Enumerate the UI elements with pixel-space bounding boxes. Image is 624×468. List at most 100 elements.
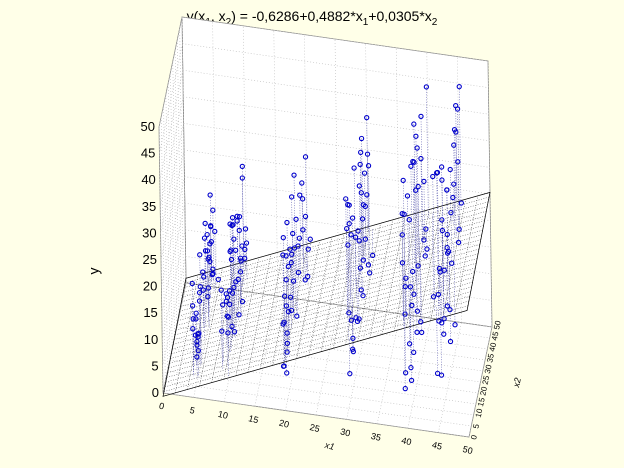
point-stem — [410, 314, 412, 381]
point-stem — [355, 237, 357, 300]
point-stem — [405, 278, 407, 321]
data-point — [299, 180, 305, 186]
gridline — [169, 359, 476, 405]
data-point — [404, 193, 411, 199]
z-tick-label: 15 — [143, 305, 157, 320]
data-point — [289, 251, 295, 257]
y-tick-label: 45 — [490, 330, 501, 341]
point-stem — [442, 230, 444, 303]
data-point — [439, 217, 445, 223]
plane-line — [169, 277, 474, 364]
gridline — [183, 149, 491, 195]
data-point — [345, 242, 351, 248]
data-point — [288, 307, 295, 313]
point-stem — [358, 278, 360, 319]
data-point — [402, 370, 409, 376]
point-stem — [231, 259, 233, 339]
plane-line — [442, 199, 466, 318]
data-point — [283, 253, 289, 259]
x-tick-label: 15 — [247, 413, 259, 425]
point-stem — [347, 204, 350, 323]
point-stem — [199, 301, 201, 343]
point-stem — [282, 254, 285, 359]
data-point — [242, 255, 248, 261]
point-stem — [349, 338, 351, 374]
point-stem — [440, 298, 442, 376]
data-point — [237, 269, 244, 275]
gridline — [161, 229, 186, 340]
plane-line — [369, 219, 393, 339]
data-point — [225, 314, 232, 320]
data-point — [360, 292, 366, 299]
fitted-plane-outline — [162, 191, 491, 397]
point-stem — [447, 234, 449, 275]
point-stem — [416, 147, 420, 257]
gridline — [162, 256, 186, 367]
plane-line — [430, 202, 454, 321]
gridline — [184, 176, 491, 221]
data-point — [439, 177, 445, 183]
gridline — [468, 326, 493, 438]
data-point — [236, 227, 242, 234]
point-stem — [209, 195, 212, 282]
plane-line — [223, 261, 247, 380]
gridline — [407, 318, 432, 429]
z-tick-label: 10 — [144, 332, 158, 347]
point-stem — [352, 295, 354, 339]
data-point — [210, 266, 216, 272]
point-stem — [413, 162, 417, 283]
data-point — [295, 269, 302, 276]
data-point — [452, 322, 458, 328]
data-point — [205, 285, 212, 291]
data-point — [441, 316, 447, 322]
data-point — [411, 159, 417, 165]
plane-line — [308, 236, 333, 356]
point-stem — [401, 213, 405, 321]
point-stem — [457, 109, 460, 226]
data-point — [297, 192, 303, 198]
data-point — [285, 309, 292, 315]
point-stem — [455, 132, 458, 203]
point-stem — [454, 129, 457, 238]
plane-line — [406, 209, 430, 328]
point-stem — [347, 245, 350, 311]
data-point — [402, 311, 408, 317]
point-stem — [420, 116, 424, 254]
data-point — [224, 294, 231, 301]
data-point — [455, 239, 462, 246]
gridline — [161, 176, 185, 287]
data-point — [411, 291, 417, 297]
y-tick-label: 30 — [483, 363, 494, 374]
data-point — [447, 307, 453, 313]
plane-line — [174, 248, 480, 336]
point-stem — [441, 180, 444, 292]
data-point — [355, 228, 361, 234]
point-stem — [410, 166, 413, 284]
data-point — [195, 347, 202, 354]
plane-line — [172, 263, 477, 350]
data-point — [236, 312, 242, 318]
data-point — [350, 346, 356, 352]
point-stem — [302, 198, 304, 263]
data-point — [200, 269, 206, 275]
point-stem — [233, 239, 236, 339]
data-point — [362, 236, 369, 242]
gridline — [254, 296, 279, 407]
point-stem — [404, 317, 406, 373]
point-stem — [407, 195, 410, 317]
gridline — [162, 392, 470, 438]
point-stem — [229, 251, 232, 349]
plane-line — [173, 253, 479, 340]
point-stem — [358, 240, 361, 283]
point-stem — [239, 216, 241, 272]
gridline — [174, 337, 481, 383]
data-point — [290, 278, 297, 284]
x-tick-label: 5 — [189, 405, 196, 416]
data-point — [287, 294, 294, 300]
z-tick-label: 35 — [142, 199, 156, 214]
data-point — [288, 259, 294, 266]
data-point — [352, 234, 359, 240]
point-stem — [293, 280, 295, 317]
data-point — [189, 280, 195, 287]
gridline — [158, 16, 183, 128]
